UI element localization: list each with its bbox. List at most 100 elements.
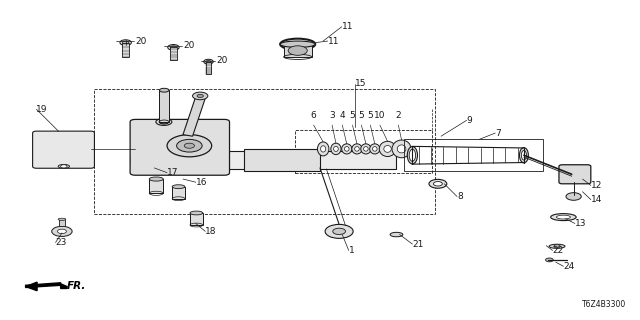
Text: 5: 5 <box>349 111 355 120</box>
Ellipse shape <box>342 144 352 154</box>
Text: 10: 10 <box>374 111 386 120</box>
Text: 23: 23 <box>56 238 67 247</box>
Ellipse shape <box>149 177 163 181</box>
Bar <box>122 43 129 57</box>
Ellipse shape <box>204 59 213 64</box>
Circle shape <box>193 92 208 100</box>
Bar <box>404 140 543 171</box>
Bar <box>159 90 169 122</box>
Ellipse shape <box>390 232 403 237</box>
Ellipse shape <box>280 41 316 47</box>
Text: 8: 8 <box>457 192 463 201</box>
Ellipse shape <box>556 215 570 219</box>
Bar <box>59 219 65 226</box>
Text: 22: 22 <box>552 246 564 255</box>
Ellipse shape <box>352 144 362 154</box>
Bar <box>149 179 163 193</box>
Text: 24: 24 <box>563 262 575 271</box>
Text: 15: 15 <box>355 79 367 88</box>
Text: 11: 11 <box>342 22 353 31</box>
Ellipse shape <box>58 164 70 168</box>
Circle shape <box>177 140 202 152</box>
Ellipse shape <box>317 142 329 156</box>
Circle shape <box>554 245 560 248</box>
Ellipse shape <box>190 211 203 215</box>
Polygon shape <box>26 283 67 288</box>
Text: 14: 14 <box>591 195 602 204</box>
Ellipse shape <box>321 146 326 152</box>
Text: 18: 18 <box>205 227 217 236</box>
Text: 17: 17 <box>167 168 179 177</box>
Ellipse shape <box>159 88 169 92</box>
FancyBboxPatch shape <box>33 131 95 168</box>
Ellipse shape <box>168 44 179 50</box>
Text: 7: 7 <box>495 129 501 138</box>
Ellipse shape <box>355 147 359 151</box>
Bar <box>172 187 185 199</box>
Ellipse shape <box>370 144 380 154</box>
Text: 6: 6 <box>311 111 317 120</box>
FancyBboxPatch shape <box>559 165 591 184</box>
Text: 12: 12 <box>591 181 602 190</box>
Text: 20: 20 <box>183 41 195 50</box>
Text: 3: 3 <box>329 111 335 120</box>
Circle shape <box>566 193 581 200</box>
Ellipse shape <box>170 46 177 49</box>
Circle shape <box>184 143 195 148</box>
Bar <box>206 62 211 74</box>
Bar <box>94 89 435 214</box>
Ellipse shape <box>364 147 368 151</box>
Bar <box>170 47 177 60</box>
Ellipse shape <box>131 151 140 169</box>
Text: 1: 1 <box>349 246 355 255</box>
Bar <box>244 149 320 171</box>
Ellipse shape <box>522 150 527 160</box>
Circle shape <box>52 226 72 236</box>
Text: 5: 5 <box>367 111 373 120</box>
Ellipse shape <box>58 218 66 220</box>
Circle shape <box>197 94 204 98</box>
Ellipse shape <box>550 214 576 220</box>
Ellipse shape <box>122 41 129 44</box>
Bar <box>135 151 396 169</box>
Ellipse shape <box>344 147 349 151</box>
Text: 16: 16 <box>196 178 207 187</box>
Ellipse shape <box>372 147 377 151</box>
Ellipse shape <box>397 145 406 153</box>
Text: FR.: FR. <box>67 281 86 291</box>
Text: T6Z4B3300: T6Z4B3300 <box>582 300 626 309</box>
Text: 4: 4 <box>339 111 345 120</box>
Text: 9: 9 <box>467 116 472 125</box>
Ellipse shape <box>331 143 341 155</box>
Text: 2: 2 <box>396 111 401 120</box>
Circle shape <box>58 229 67 234</box>
Bar <box>294 130 431 173</box>
Circle shape <box>167 135 212 157</box>
Ellipse shape <box>333 146 338 151</box>
Ellipse shape <box>384 146 391 152</box>
Ellipse shape <box>520 148 529 163</box>
FancyBboxPatch shape <box>130 119 230 175</box>
Circle shape <box>545 258 553 262</box>
Ellipse shape <box>120 40 131 45</box>
Text: 21: 21 <box>412 240 424 249</box>
Polygon shape <box>183 95 205 136</box>
Circle shape <box>288 46 307 55</box>
Bar <box>190 213 203 225</box>
Polygon shape <box>26 282 37 291</box>
Ellipse shape <box>172 185 185 188</box>
Ellipse shape <box>407 147 417 164</box>
Circle shape <box>325 224 353 238</box>
Text: 5: 5 <box>358 111 364 120</box>
Ellipse shape <box>361 144 371 154</box>
Ellipse shape <box>159 120 169 124</box>
Ellipse shape <box>429 179 447 188</box>
Text: 19: 19 <box>36 105 48 114</box>
Ellipse shape <box>549 244 565 248</box>
Text: 20: 20 <box>135 36 147 45</box>
Ellipse shape <box>380 141 396 156</box>
Text: 11: 11 <box>328 36 340 45</box>
Bar <box>284 44 312 57</box>
Circle shape <box>61 165 67 168</box>
Ellipse shape <box>206 60 211 63</box>
